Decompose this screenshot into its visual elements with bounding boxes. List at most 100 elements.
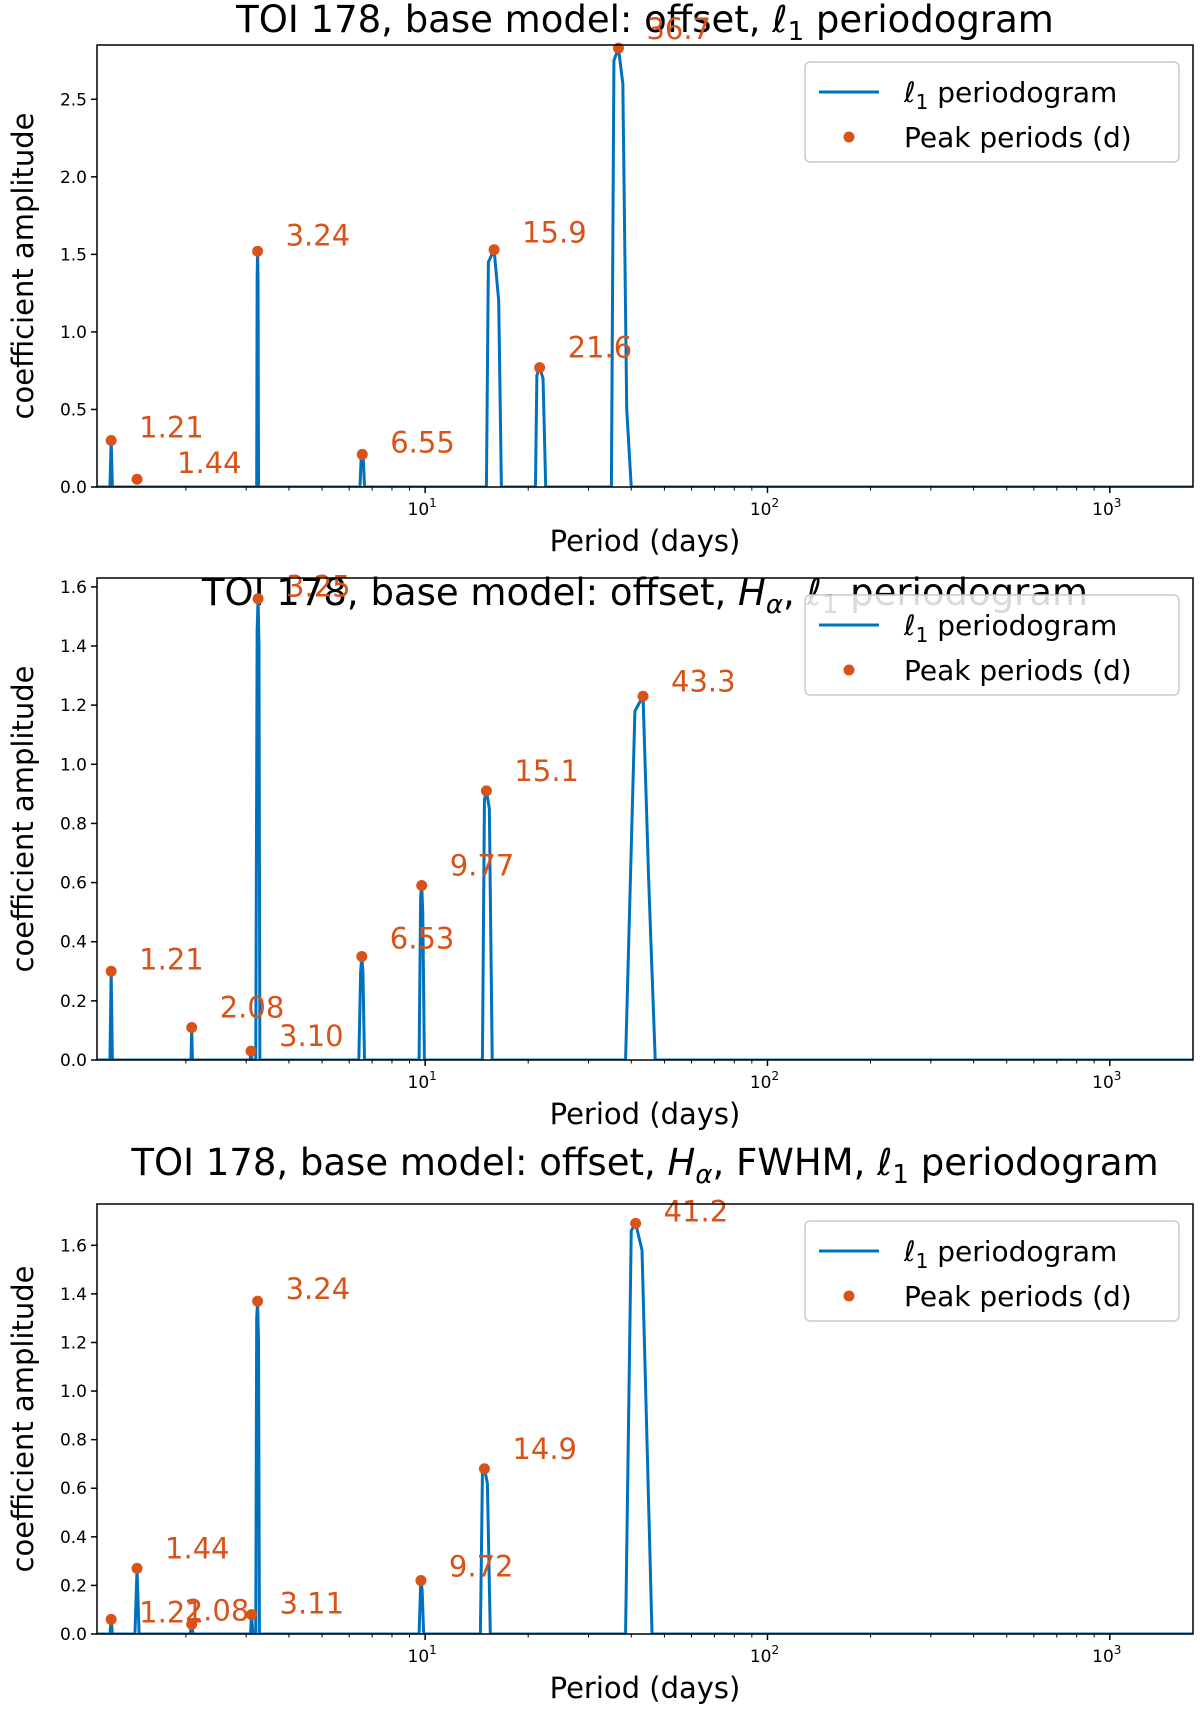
legend-dot-swatch [843, 1290, 855, 1302]
peak-marker [480, 785, 492, 797]
peak-marker [131, 473, 143, 485]
chart-title: TOI 178, base model: offset, Hα, ℓ1 peri… [201, 571, 1088, 620]
peak-marker [186, 1618, 198, 1630]
y-tick-label: 0.5 [60, 400, 87, 420]
peak-label: 15.9 [522, 216, 587, 250]
legend: ℓ1 periodogram Peak periods (d) [804, 61, 1180, 163]
legend-box [804, 61, 1180, 163]
x-tick-label: 101 [408, 1643, 437, 1667]
y-tick-label: 0.2 [60, 992, 87, 1012]
peak-marker [105, 434, 117, 446]
y-tick-label: 1.6 [60, 578, 87, 598]
x-tick-label: 103 [1092, 1643, 1121, 1667]
y-tick-label: 1.0 [60, 755, 87, 775]
peak-label: 41.2 [664, 1194, 729, 1228]
y-tick-label: 0.2 [60, 1576, 87, 1596]
chart-title: TOI 178, base model: offset, ℓ1 periodog… [235, 0, 1054, 47]
legend-dot-label: Peak periods (d) [904, 1280, 1132, 1313]
legend-line-label: ℓ1 periodogram [903, 1235, 1117, 1273]
peak-marker [534, 362, 546, 374]
y-tick-label: 1.6 [60, 1236, 87, 1256]
x-tick-label: 103 [1092, 496, 1121, 520]
axes-frame [96, 44, 1194, 488]
peak-marker [637, 690, 649, 702]
legend-line-label: ℓ1 periodogram [903, 76, 1117, 114]
legend-dot-swatch [843, 664, 855, 676]
peak-marker [105, 965, 117, 977]
peak-label: 15.1 [514, 754, 579, 788]
peak-marker [252, 593, 264, 605]
chart-title: TOI 178, base model: offset, Hα, FWHM, ℓ… [130, 1141, 1158, 1190]
x-axis-label: Period (days) [550, 524, 741, 558]
y-axis-label: coefficient amplitude [6, 113, 40, 420]
peak-marker [252, 245, 264, 257]
y-tick-label: 0.0 [60, 1051, 87, 1071]
peak-label: 9.72 [449, 1550, 514, 1584]
y-tick-label: 1.4 [60, 637, 87, 657]
legend-dot-label: Peak periods (d) [904, 121, 1132, 154]
legend-box [804, 594, 1180, 696]
legend: ℓ1 periodogram Peak periods (d) [804, 1220, 1180, 1322]
peak-label: 3.10 [279, 1019, 344, 1053]
chart-panel-2: TOI 178, base model: offset, Hα, ℓ1 peri… [6, 570, 1194, 1131]
peak-marker [252, 1295, 264, 1307]
peak-label: 2.08 [220, 990, 285, 1024]
y-axis-label: coefficient amplitude [6, 1266, 40, 1573]
chart-panel-3: TOI 178, base model: offset, Hα, FWHM, ℓ… [6, 1141, 1194, 1705]
periodogram-line [97, 1221, 1193, 1634]
peak-marker [356, 448, 368, 460]
peak-label: 43.3 [671, 664, 736, 698]
y-tick-label: 1.4 [60, 1285, 87, 1305]
peak-marker [478, 1463, 490, 1475]
peak-label: 21.6 [568, 331, 633, 365]
peak-label: 36.7 [646, 12, 711, 46]
peak-label: 3.24 [286, 1272, 351, 1306]
peak-marker [415, 1575, 427, 1587]
y-tick-label: 0.0 [60, 1625, 87, 1645]
periodogram-line [97, 46, 1193, 487]
peak-label: 9.77 [450, 849, 515, 883]
y-tick-label: 1.5 [60, 245, 87, 265]
axes-frame [96, 577, 1194, 1061]
peak-label: 1.21 [139, 942, 204, 976]
peak-marker [416, 880, 428, 892]
peak-label: 6.53 [390, 922, 455, 956]
peak-label: 1.44 [165, 1531, 230, 1565]
y-tick-label: 0.4 [60, 933, 87, 953]
y-tick-label: 0.6 [60, 874, 87, 894]
y-tick-label: 0.8 [60, 1431, 87, 1451]
x-tick-label: 102 [750, 1643, 779, 1667]
peak-marker [356, 951, 368, 963]
peak-marker [246, 1609, 258, 1621]
legend-box [804, 1220, 1180, 1322]
y-tick-label: 1.2 [60, 696, 87, 716]
peak-marker [131, 1562, 143, 1574]
peak-marker [488, 244, 500, 256]
y-tick-label: 1.0 [60, 323, 87, 343]
peak-label: 1.21 [139, 410, 204, 444]
peak-label: 1.44 [177, 446, 242, 480]
y-tick-label: 0.8 [60, 814, 87, 834]
y-axis-label: coefficient amplitude [6, 666, 40, 973]
peak-label: 2.08 [185, 1593, 250, 1627]
legend-line-label: ℓ1 periodogram [903, 609, 1117, 647]
y-tick-label: 0.4 [60, 1528, 87, 1548]
chart-panel-1: TOI 178, base model: offset, ℓ1 periodog… [6, 0, 1194, 558]
y-tick-label: 1.2 [60, 1333, 87, 1353]
peak-marker [245, 1045, 257, 1057]
x-tick-label: 101 [408, 496, 437, 520]
x-tick-label: 101 [408, 1069, 437, 1093]
peak-label: 14.9 [512, 1432, 577, 1466]
legend: ℓ1 periodogram Peak periods (d) [804, 594, 1180, 696]
legend-dot-swatch [843, 131, 855, 143]
axes-frame [96, 1203, 1194, 1635]
peak-label: 3.24 [286, 218, 351, 252]
x-tick-label: 102 [750, 1069, 779, 1093]
peak-marker [630, 1217, 642, 1229]
peak-marker [186, 1021, 198, 1033]
x-tick-label: 102 [750, 496, 779, 520]
y-tick-label: 0.6 [60, 1479, 87, 1499]
peak-label: 3.25 [286, 570, 351, 604]
x-axis-label: Period (days) [550, 1097, 741, 1131]
